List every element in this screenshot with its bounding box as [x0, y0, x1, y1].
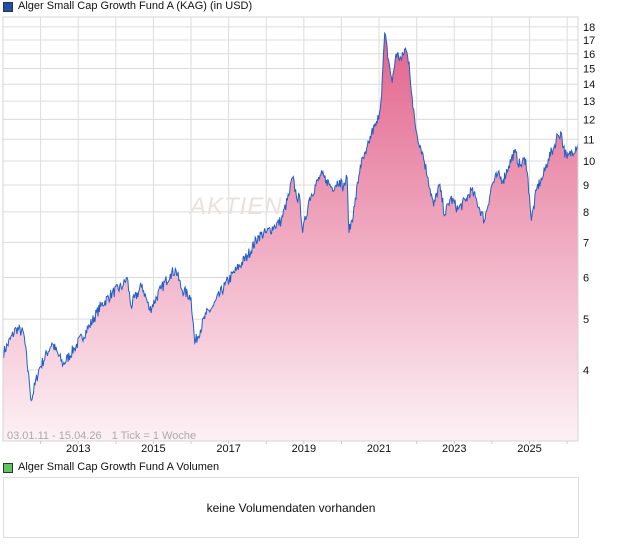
x-tick-label: 2019: [292, 443, 316, 455]
y-tick-label: 16: [583, 49, 595, 61]
price-legend: Alger Small Cap Growth Fund A (KAG) (in …: [3, 0, 252, 13]
range-text: 03.01.11 - 15.04.26: [7, 430, 102, 442]
price-line: [3, 31, 578, 402]
x-tick-label: 2017: [216, 443, 240, 455]
y-tick-label: 12: [583, 114, 595, 126]
plot-frame: [2, 16, 579, 442]
x-tick-label: 2023: [442, 443, 466, 455]
price-legend-label: Alger Small Cap Growth Fund A (KAG) (in …: [18, 0, 253, 12]
volume-legend-label: Alger Small Cap Growth Fund A Volumen: [18, 461, 220, 473]
y-tick-label: 11: [583, 134, 594, 146]
price-area-fill: [3, 33, 578, 441]
y-tick-label: 4: [583, 365, 589, 377]
x-axis: 2013 2015 2017 2019 2021 2023 2025: [40, 441, 568, 455]
x-tick-label: 2025: [517, 443, 541, 455]
watermark-logo: AKTIEN: [188, 193, 283, 220]
volume-legend-swatch: [3, 462, 13, 473]
y-tick-label: 15: [583, 64, 595, 76]
price-legend-swatch: [3, 1, 13, 12]
y-tick-label: 10: [583, 156, 595, 168]
y-tick-label: 17: [583, 35, 595, 47]
volume-empty-message: keine Volumendaten vorhanden: [206, 500, 376, 515]
y-tick-label: 5: [583, 314, 589, 326]
date-range-label: 03.01.11 - 15.04.26 1 Tick = 1 Woche: [7, 430, 196, 442]
x-tick-label: 2021: [367, 443, 391, 455]
y-tick-label: 18: [583, 22, 595, 34]
tick-info-text: 1 Tick = 1 Woche: [112, 430, 196, 442]
x-tick-label: 2013: [66, 443, 90, 455]
y-tick-label: 13: [583, 96, 595, 108]
x-tick-label: 2015: [141, 443, 165, 455]
y-tick-label: 7: [583, 237, 589, 249]
y-tick-label: 8: [583, 207, 589, 219]
volume-legend: Alger Small Cap Growth Fund A Volumen: [3, 461, 219, 474]
y-tick-label: 6: [583, 273, 589, 285]
volume-chart: keine Volumendaten vorhanden: [3, 477, 579, 538]
y-tick-label: 9: [583, 180, 589, 192]
y-tick-label: 14: [583, 79, 595, 91]
